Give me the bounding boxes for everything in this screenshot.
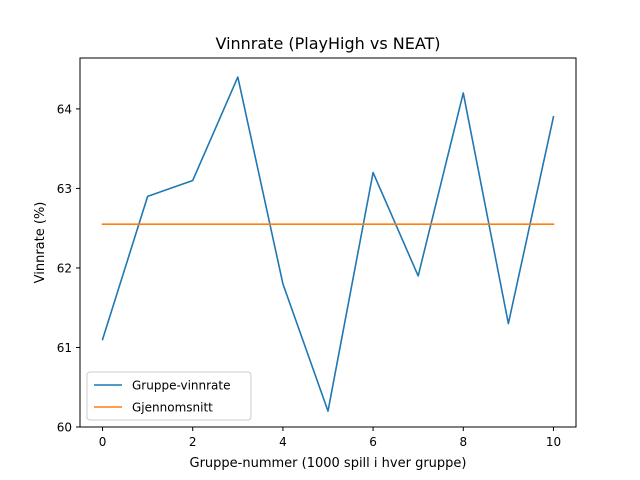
legend-box	[86, 371, 252, 421]
chart-title: Vinnrate (PlayHigh vs NEAT)	[215, 34, 440, 53]
series-line-0	[101, 76, 555, 412]
axes-frame	[79, 57, 577, 428]
plot-area	[101, 76, 555, 412]
y-tick-label-1: 61	[57, 341, 72, 355]
x-tick-label-0: 0	[99, 435, 107, 449]
y-tick-label-4: 64	[57, 102, 72, 116]
x-tick-label-4: 8	[459, 435, 467, 449]
axis-ticks: 0 2 4 6 8 10 60 61 62 63 64	[57, 102, 561, 449]
x-tick-label-3: 6	[369, 435, 377, 449]
x-tick-label-2: 4	[279, 435, 287, 449]
y-axis-label: Vinnrate (%)	[33, 202, 48, 284]
y-tick-label-3: 63	[57, 182, 72, 196]
x-tick-label-1: 2	[189, 435, 197, 449]
legend: Gruppe-vinnrate Gjennomsnitt	[86, 371, 252, 421]
legend-label-1: Gjennomsnitt	[132, 401, 213, 415]
y-tick-label-0: 60	[57, 421, 72, 435]
y-tick-label-2: 62	[57, 261, 72, 275]
x-tick-label-5: 10	[546, 435, 561, 449]
legend-label-0: Gruppe-vinnrate	[132, 379, 230, 393]
x-axis-label: Gruppe-nummer (1000 spill i hver gruppe)	[190, 456, 467, 471]
